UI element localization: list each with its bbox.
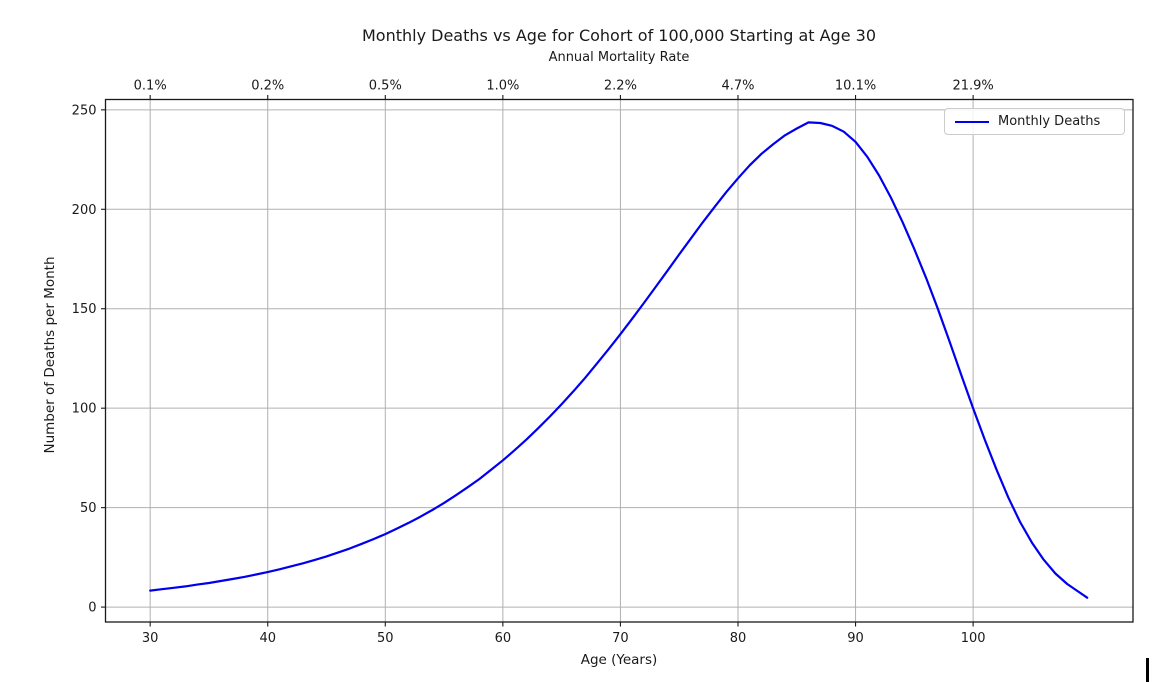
monthly-deaths-line bbox=[149, 121, 1089, 599]
cursor-artifact bbox=[1146, 658, 1149, 682]
top-tick-label: 2.2% bbox=[604, 79, 637, 94]
top-tick-label: 0.5% bbox=[369, 79, 402, 94]
x-tick-label: 80 bbox=[730, 631, 747, 646]
y-tick-label: 100 bbox=[72, 402, 97, 417]
x-tick-label: 40 bbox=[259, 631, 276, 646]
chart-title: Monthly Deaths vs Age for Cohort of 100,… bbox=[361, 26, 876, 45]
plot-border bbox=[104, 98, 1134, 623]
top-axis-label: Annual Mortality Rate bbox=[548, 50, 690, 65]
y-tick-label: 0 bbox=[88, 601, 96, 616]
y-axis-label-text: Number of Deaths per Month bbox=[42, 256, 58, 454]
top-tick-label: 1.0% bbox=[486, 79, 519, 94]
x-tick-label: 50 bbox=[377, 631, 394, 646]
x-tick-label: 90 bbox=[847, 631, 864, 646]
x-tick-label: 60 bbox=[495, 631, 512, 646]
x-axis-label: Age (Years) bbox=[580, 652, 658, 668]
top-tick-label: 0.2% bbox=[251, 79, 284, 94]
y-tick-label: 150 bbox=[72, 302, 97, 317]
top-tick-label: 4.7% bbox=[721, 79, 754, 94]
y-tick-label: 200 bbox=[72, 203, 97, 218]
top-tick-label: 10.1% bbox=[835, 79, 876, 94]
x-tick-label: 100 bbox=[961, 631, 986, 646]
top-tick-label: 0.1% bbox=[134, 79, 167, 94]
top-tick-label: 21.9% bbox=[952, 79, 993, 94]
legend-line-sample bbox=[955, 120, 989, 123]
x-tick-label: 70 bbox=[612, 631, 629, 646]
legend: Monthly Deaths bbox=[944, 108, 1125, 135]
y-tick-label: 250 bbox=[72, 103, 97, 118]
y-tick-label: 50 bbox=[80, 501, 97, 516]
legend-label: Monthly Deaths bbox=[998, 114, 1101, 129]
x-tick-label: 30 bbox=[142, 631, 159, 646]
